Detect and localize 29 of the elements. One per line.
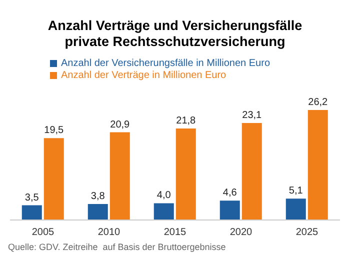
data-label: 19,5 [44, 125, 64, 136]
bar [44, 138, 64, 220]
x-tick-label: 2010 [98, 227, 121, 238]
data-label: 26,2 [308, 97, 328, 108]
bar [22, 205, 42, 220]
bar [176, 128, 196, 220]
data-label: 21,8 [176, 115, 196, 126]
bar [286, 198, 306, 220]
x-tick-label: 2015 [164, 227, 187, 238]
data-label: 3,5 [24, 192, 40, 204]
bar [110, 132, 130, 220]
data-label: 23,1 [242, 110, 262, 122]
bar [220, 200, 240, 220]
data-label: 20,9 [110, 119, 130, 130]
chart-title: Anzahl Verträge und Versicherungsfälle private Rechtsschutzversicherung [46, 18, 304, 50]
data-label: 5,1 [288, 186, 304, 197]
x-tick-label: 2005 [32, 227, 55, 238]
data-label: 3,8 [90, 191, 106, 202]
legend-label: Anzahl der Versicherungsfälle in Millionen Euro [61, 58, 270, 69]
bar [308, 110, 328, 220]
bar [242, 123, 262, 220]
legend-label: Anzahl der Verträge in Millionen Euro [61, 70, 226, 81]
bar [154, 203, 174, 220]
data-label: 4,6 [222, 188, 238, 199]
x-tick-label: 2020 [230, 227, 253, 238]
data-label: 4,0 [156, 190, 172, 202]
x-tick-label: 2025 [296, 227, 319, 238]
source-note: Quelle: GDV. Zeitreihe auf Basis der Bruttoergebnisse [8, 242, 226, 252]
bar [88, 204, 108, 220]
